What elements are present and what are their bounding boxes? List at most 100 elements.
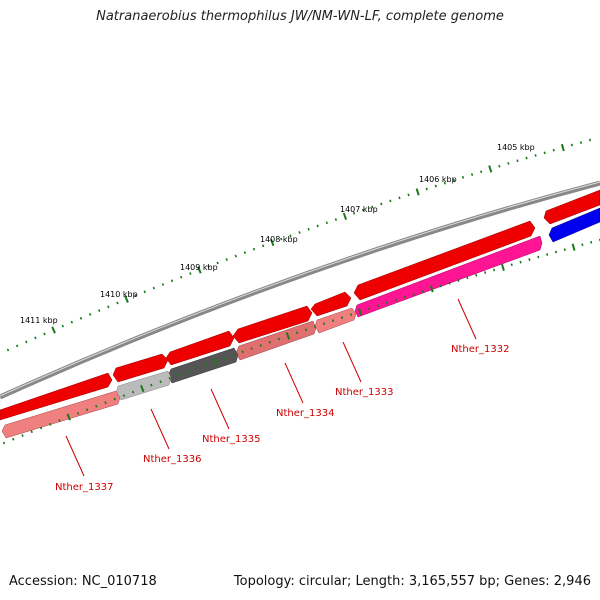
minor-tick xyxy=(361,208,365,212)
minor-tick xyxy=(70,320,74,324)
forward-gene[interactable] xyxy=(165,330,235,366)
major-tick xyxy=(197,266,202,274)
minor-tick xyxy=(143,290,146,294)
tick-label-1406: 1406 kbp xyxy=(419,175,457,184)
minor-tick xyxy=(543,151,546,155)
minor-tick xyxy=(152,286,156,290)
minor-tick xyxy=(295,331,299,335)
minor-tick xyxy=(588,138,592,142)
tick-label-1407: 1407 kbp xyxy=(340,205,378,214)
minor-tick xyxy=(304,328,308,332)
minor-tick xyxy=(398,196,401,200)
minor-tick xyxy=(259,344,262,347)
major-tick xyxy=(51,326,56,334)
minor-tick xyxy=(466,276,469,280)
leader-nther-1336 xyxy=(150,408,170,450)
gene-label-nther-1332[interactable]: Nther_1332 xyxy=(451,344,509,355)
minor-tick xyxy=(367,307,371,311)
gene-nther-1332[interactable] xyxy=(354,235,543,318)
major-tick xyxy=(358,308,363,316)
minor-tick xyxy=(534,154,537,157)
minor-tick xyxy=(205,363,208,367)
major-tick xyxy=(213,357,218,366)
minor-tick xyxy=(516,159,519,163)
minor-tick xyxy=(439,284,442,288)
gene-label-nther-1334[interactable]: Nther_1334 xyxy=(276,408,334,419)
gene-label-nther-1336[interactable]: Nther_1336 xyxy=(143,454,201,465)
minor-tick xyxy=(243,251,247,254)
minor-tick xyxy=(352,211,356,215)
minor-tick xyxy=(180,275,183,279)
minor-tick xyxy=(537,255,540,259)
major-tick xyxy=(285,332,291,340)
minor-tick xyxy=(34,336,37,340)
minor-tick xyxy=(316,224,319,228)
minor-tick xyxy=(331,319,335,323)
forward-gene[interactable] xyxy=(353,220,536,301)
minor-tick xyxy=(554,250,558,254)
map-title: Natranaerobius thermophilus JW/NM-WN-LF,… xyxy=(96,9,504,24)
major-tick xyxy=(500,263,505,271)
minor-tick xyxy=(107,305,110,309)
minor-tick xyxy=(104,401,107,405)
leader-nther-1335 xyxy=(210,388,230,430)
minor-tick xyxy=(268,340,271,344)
gene-leader-lines xyxy=(65,298,477,477)
tick-label-1409: 1409 kbp xyxy=(180,263,218,272)
minor-tick xyxy=(122,394,126,398)
minor-tick xyxy=(581,243,584,247)
forward-strand-genes xyxy=(0,189,600,421)
forward-gene[interactable] xyxy=(112,353,169,383)
minor-tick xyxy=(475,273,478,277)
major-tick xyxy=(270,238,275,247)
minor-tick xyxy=(484,271,487,274)
minor-tick xyxy=(116,301,119,305)
minor-tick xyxy=(563,248,566,252)
minor-tick xyxy=(216,261,219,265)
minor-tick xyxy=(207,265,210,268)
forward-gene[interactable] xyxy=(543,189,600,225)
minor-tick xyxy=(159,380,162,384)
minor-tick xyxy=(452,178,456,182)
minor-tick xyxy=(58,419,61,423)
minor-tick xyxy=(434,184,437,188)
minor-tick xyxy=(150,383,153,387)
minor-tick xyxy=(579,141,583,144)
minor-tick xyxy=(186,370,190,373)
minor-tick xyxy=(189,272,192,275)
gene-label-nther-1333[interactable]: Nther_1333 xyxy=(335,387,393,398)
minor-tick xyxy=(528,258,531,262)
forward-gene[interactable] xyxy=(232,305,313,344)
minor-tick xyxy=(25,340,28,344)
major-tick xyxy=(140,384,145,393)
reverse-gene-unlabeled[interactable] xyxy=(548,207,600,243)
genome-backbone xyxy=(0,180,600,400)
major-tick xyxy=(124,295,129,303)
gene-nther-1337[interactable] xyxy=(1,390,121,439)
minor-tick xyxy=(134,294,137,297)
minor-tick xyxy=(322,322,326,326)
minor-tick xyxy=(168,376,171,380)
minor-tick xyxy=(30,430,33,434)
minor-tick xyxy=(457,279,460,282)
leader-nther-1332 xyxy=(457,298,477,340)
gene-label-nther-1335[interactable]: Nther_1335 xyxy=(202,434,260,445)
minor-tick xyxy=(412,293,415,296)
genome-summary-text: Topology: circular; Length: 3,165,557 bp… xyxy=(233,574,591,589)
minor-tick xyxy=(234,254,237,258)
forward-gene[interactable] xyxy=(0,372,113,421)
forward-gene[interactable] xyxy=(310,291,352,317)
minor-tick xyxy=(443,181,446,185)
minor-tick xyxy=(307,227,310,231)
minor-tick xyxy=(113,397,116,401)
major-tick xyxy=(415,188,420,196)
minor-tick xyxy=(79,316,83,320)
minor-tick xyxy=(385,301,389,305)
gene-label-nther-1337[interactable]: Nther_1337 xyxy=(55,482,113,493)
major-tick xyxy=(560,143,565,152)
scale-ruler-outer xyxy=(6,138,592,352)
minor-tick xyxy=(371,205,374,209)
minor-tick xyxy=(39,426,43,430)
scale-labels: 1405 kbp 1406 kbp 1407 kbp 1408 kbp 1409… xyxy=(20,143,535,325)
